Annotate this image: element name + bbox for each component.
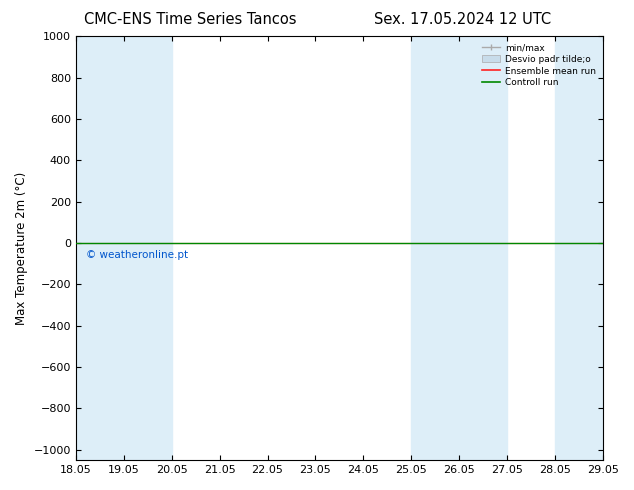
Text: CMC-ENS Time Series Tancos: CMC-ENS Time Series Tancos: [84, 12, 297, 27]
Text: © weatheronline.pt: © weatheronline.pt: [86, 250, 188, 260]
Bar: [124, 36, 172, 460]
Text: Sex. 17.05.2024 12 UTC: Sex. 17.05.2024 12 UTC: [374, 12, 552, 27]
Y-axis label: Max Temperature 2m (°C): Max Temperature 2m (°C): [15, 172, 28, 325]
Bar: [459, 36, 507, 460]
Bar: [76, 36, 124, 460]
Bar: [555, 36, 603, 460]
Legend: min/max, Desvio padr tilde;o, Ensemble mean run, Controll run: min/max, Desvio padr tilde;o, Ensemble m…: [479, 41, 598, 90]
Bar: [411, 36, 459, 460]
